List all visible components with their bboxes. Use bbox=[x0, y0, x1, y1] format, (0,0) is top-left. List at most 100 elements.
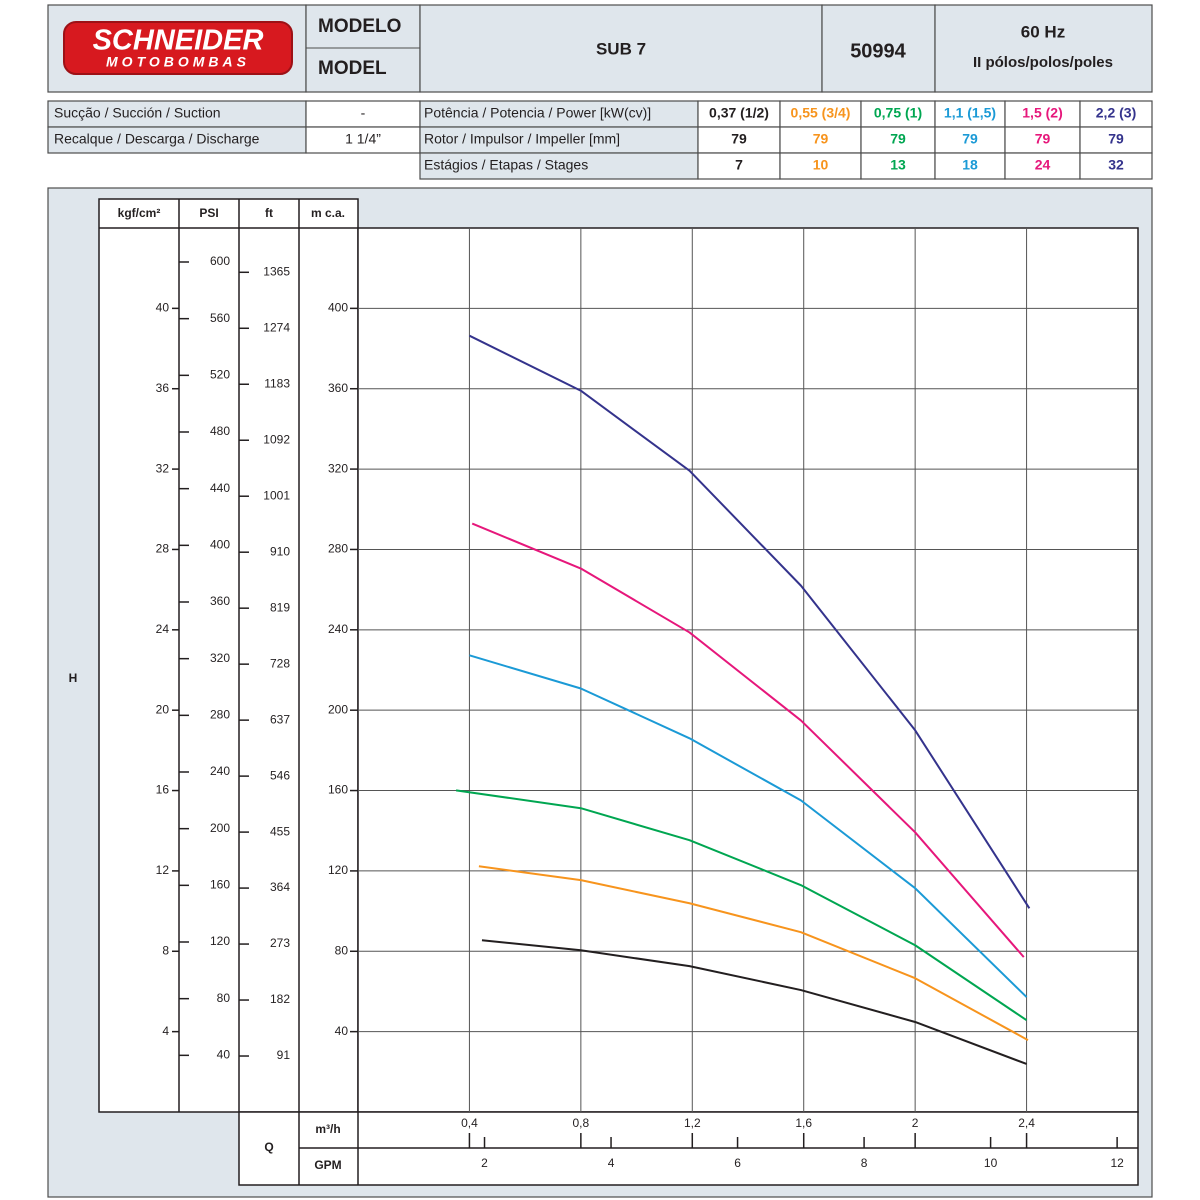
y-alt-tick-label: 160 bbox=[210, 878, 230, 892]
spec-cell bbox=[305, 100, 421, 128]
y-alt-tick-label: 36 bbox=[156, 381, 170, 395]
spec-cell bbox=[419, 126, 699, 154]
spec-cell bbox=[1004, 126, 1081, 154]
x-tick-label: 1,6 bbox=[795, 1116, 812, 1130]
spec-cell bbox=[779, 152, 862, 180]
y-alt-tick-label: 546 bbox=[270, 768, 290, 782]
y-alt-tick-label: 24 bbox=[156, 622, 170, 636]
stages-value: 13 bbox=[890, 157, 906, 173]
y-tick-label: 120 bbox=[328, 863, 348, 877]
y-alt-tick-label: 1001 bbox=[263, 488, 290, 502]
x-unit: m³/h bbox=[315, 1122, 340, 1136]
power-value: 0,75 (1) bbox=[874, 105, 922, 121]
y-alt-tick-label: 91 bbox=[277, 1048, 291, 1062]
y-alt-tick-label: 8 bbox=[162, 943, 169, 957]
y-alt-tick-label: 440 bbox=[210, 481, 230, 495]
y-alt-tick-label: 120 bbox=[210, 934, 230, 948]
model-label: MODEL bbox=[318, 58, 387, 79]
power-value: 0,55 (3/4) bbox=[791, 105, 851, 121]
y-alt-tick-label: 280 bbox=[210, 708, 230, 722]
spec-cell bbox=[419, 152, 699, 180]
spec-cell bbox=[934, 100, 1006, 128]
y-alt-tick-label: 1092 bbox=[263, 432, 290, 446]
y-alt-tick-label: 910 bbox=[270, 544, 290, 558]
x-tick-label: 2,4 bbox=[1018, 1116, 1035, 1130]
y-alt-tick-label: 1183 bbox=[264, 376, 290, 390]
rotor-value: 79 bbox=[1035, 131, 1051, 147]
pump-curve bbox=[455, 789, 1028, 1022]
pump-curve bbox=[481, 939, 1027, 1065]
y-alt-tick-label: 32 bbox=[156, 461, 170, 475]
logo bbox=[63, 21, 293, 75]
y-axis-label: H bbox=[69, 671, 78, 685]
y-alt-tick-label: 200 bbox=[210, 821, 230, 835]
power-value: 1,5 (2) bbox=[1022, 105, 1062, 121]
y-alt-tick-label: 40 bbox=[156, 301, 170, 315]
spec-label: Recalque / Descarga / Discharge bbox=[54, 131, 260, 147]
stages-value: 18 bbox=[962, 157, 978, 173]
spec-cell bbox=[1079, 100, 1153, 128]
model-cell bbox=[419, 4, 823, 93]
spec-cell bbox=[934, 152, 1006, 180]
x-tick-label: 0,4 bbox=[461, 1116, 478, 1130]
x-axis-label: Q bbox=[264, 1140, 273, 1154]
rotor-value: 79 bbox=[731, 131, 747, 147]
power-value: 1,1 (1,5) bbox=[944, 105, 996, 121]
y-alt-tick-label: 4 bbox=[162, 1024, 169, 1038]
pump-curve bbox=[471, 522, 1025, 958]
pump-curve bbox=[469, 654, 1028, 998]
y-tick-label: 200 bbox=[328, 702, 348, 716]
y-alt-tick-label: 12 bbox=[156, 863, 170, 877]
y-alt-tick-label: 455 bbox=[270, 824, 290, 838]
y-alt-tick-label: 560 bbox=[210, 311, 230, 325]
rotor-value: 79 bbox=[890, 131, 906, 147]
y-alt-tick-label: 600 bbox=[210, 254, 230, 268]
pump-curve bbox=[468, 334, 1031, 909]
y-tick-label: 160 bbox=[328, 783, 348, 797]
rotor-value: 79 bbox=[1108, 131, 1124, 147]
frequency: 60 Hz bbox=[1021, 22, 1065, 41]
plot-area bbox=[357, 227, 1139, 1113]
spec-cell bbox=[779, 126, 862, 154]
y-tick-label: 80 bbox=[335, 943, 349, 957]
model-label: MODELO bbox=[318, 16, 401, 37]
rotor-label: Rotor / Impulsor / Impeller [mm] bbox=[424, 131, 620, 147]
y-alt-tick-label: 16 bbox=[156, 783, 170, 797]
spec-value: 1 1/4” bbox=[345, 131, 381, 147]
y-tick-label: 240 bbox=[328, 622, 348, 636]
scale-unit: PSI bbox=[199, 206, 218, 220]
x-tick-label: 2 bbox=[912, 1116, 919, 1130]
x2-unit: GPM bbox=[314, 1158, 341, 1172]
y-alt-tick-label: 480 bbox=[210, 424, 230, 438]
y-alt-tick-label: 20 bbox=[156, 702, 170, 716]
y-tick-label: 320 bbox=[328, 461, 348, 475]
model: SUB 7 bbox=[596, 39, 646, 58]
y-alt-tick-label: 360 bbox=[210, 594, 230, 608]
power-label: Potência / Potencia / Power [kW(cv)] bbox=[424, 105, 651, 121]
spec-cell bbox=[1004, 100, 1081, 128]
spec-cell bbox=[1004, 152, 1081, 180]
y-tick-label: 400 bbox=[328, 301, 348, 315]
y-alt-tick-label: 819 bbox=[270, 600, 290, 614]
spec-cell bbox=[419, 100, 699, 128]
y-alt-tick-label: 400 bbox=[210, 538, 230, 552]
brand-sub: MOTOBOMBAS bbox=[106, 54, 250, 70]
power-value: 2,2 (3) bbox=[1096, 105, 1136, 121]
stages-value: 7 bbox=[735, 157, 743, 173]
y-alt-tick-label: 273 bbox=[270, 936, 290, 950]
y-alt-tick-label: 80 bbox=[217, 991, 231, 1005]
stages-value: 32 bbox=[1108, 157, 1124, 173]
code-cell bbox=[821, 4, 936, 93]
y-alt-tick-label: 637 bbox=[270, 712, 290, 726]
y-alt-tick-label: 728 bbox=[270, 656, 290, 670]
freq-cell bbox=[934, 4, 1153, 93]
stages-value: 24 bbox=[1035, 157, 1051, 173]
x2-tick-label: 8 bbox=[861, 1156, 868, 1170]
poles: II pólos/polos/poles bbox=[973, 54, 1113, 71]
x2-tick-label: 2 bbox=[481, 1156, 488, 1170]
y-alt-tick-label: 364 bbox=[270, 880, 290, 894]
y-alt-tick-label: 182 bbox=[270, 992, 290, 1006]
spec-cell bbox=[697, 152, 781, 180]
